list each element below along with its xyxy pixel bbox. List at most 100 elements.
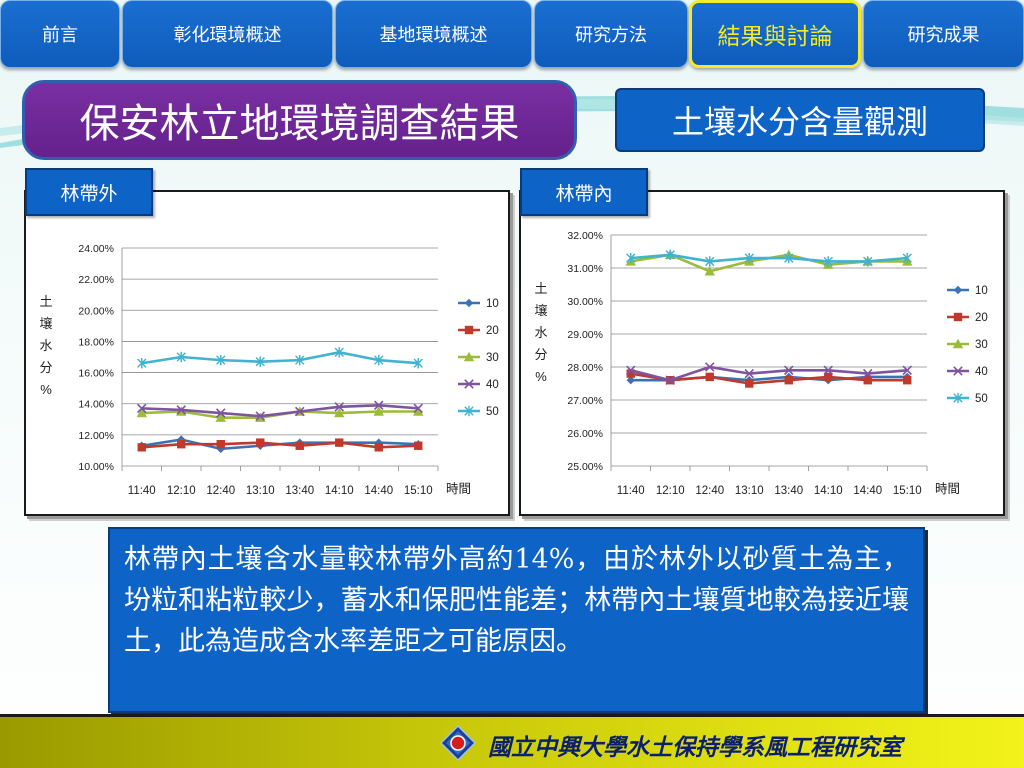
y-axis-label-char: 分	[39, 360, 52, 375]
data-point-50	[744, 252, 754, 264]
data-point-40	[862, 368, 873, 379]
legend-item-50: 50	[458, 405, 499, 418]
y-axis-label-char: 壤	[39, 316, 52, 331]
chart-tag-outside: 林帶外	[25, 168, 153, 216]
legend-item-20: 20	[947, 312, 988, 324]
data-point-20	[295, 441, 304, 450]
data-point-30	[215, 412, 226, 422]
chart-tag-inside: 林帶內	[520, 168, 648, 216]
y-tick-label: 14.00%	[78, 399, 114, 411]
series-40	[625, 362, 913, 385]
x-tick-label: 12:40	[206, 485, 235, 497]
footer-institution: 國立中興大學水土保持學系風工程研究室	[488, 734, 902, 761]
legend-item-20: 20	[458, 325, 499, 337]
x-tick-label: 13:40	[774, 485, 803, 497]
tab-results-discussion[interactable]: 結果與討論	[689, 0, 861, 68]
data-point-50	[255, 356, 265, 367]
data-point-50	[374, 354, 384, 366]
tab-site-environment[interactable]: 基地環境概述	[335, 0, 532, 68]
x-tick-label: 14:10	[814, 485, 843, 497]
data-point-40	[902, 365, 913, 376]
data-point-50	[137, 358, 147, 369]
series-20	[137, 438, 423, 452]
y-axis-label-char: %	[40, 382, 52, 397]
discussion-note: 林帶內土壤含水量較林帶外高約14%，由於林外以砂質土為主，坋粒和粘粒較少，蓄水和…	[108, 527, 925, 713]
data-point-20	[705, 372, 714, 382]
x-tick-label: 15:10	[893, 485, 922, 497]
x-tick-label: 14:40	[853, 485, 882, 497]
legend-label: 30	[975, 339, 988, 351]
y-tick-label: 18.00%	[78, 336, 114, 348]
y-axis-label: 土壤水分%	[39, 294, 52, 397]
x-tick-label: 15:10	[404, 485, 433, 497]
data-point-20	[863, 376, 872, 385]
x-axis-label: 時間	[935, 482, 960, 496]
x-tick-label: 12:10	[167, 485, 196, 497]
data-point-30	[136, 407, 147, 418]
legend-label: 20	[975, 312, 988, 324]
data-point-40	[334, 402, 345, 412]
legend-item-30: 30	[458, 351, 499, 364]
y-tick-label: 16.00%	[78, 368, 114, 380]
data-point-40	[176, 405, 187, 415]
chart-outside-forest-belt: 24.00% 22.00% 20.00% 18.00% 16.00% 14.00% 12.0…	[24, 190, 510, 516]
data-point-50	[784, 252, 794, 264]
x-tick-label: 12:10	[656, 485, 685, 497]
data-point-40	[665, 375, 676, 385]
data-point-10	[177, 435, 186, 444]
y-tick-label: 20.00%	[78, 305, 114, 317]
legend-label: 50	[486, 406, 499, 418]
legend-label: 40	[486, 379, 499, 391]
x-tick-label: 11:40	[128, 485, 156, 497]
data-point-50	[413, 358, 423, 369]
data-point-30	[704, 266, 715, 276]
line-chart-inside: 32.00% 31.00% 30.00% 29.00% 28.00% 27.00% 26.0…	[534, 230, 988, 497]
x-tick-label: 14:40	[364, 485, 393, 497]
data-point-20	[824, 372, 833, 382]
legend-label: 30	[486, 352, 499, 364]
series-line-50	[630, 253, 908, 263]
data-point-30	[373, 406, 384, 416]
data-point-20	[216, 440, 225, 449]
y-axis-label-char: 土	[39, 294, 52, 309]
series-50	[137, 347, 423, 369]
data-point-40	[215, 408, 226, 418]
y-tick-label: 29.00%	[567, 329, 603, 341]
y-tick-label: 26.00%	[567, 428, 603, 440]
data-point-20	[335, 438, 344, 447]
data-point-20	[903, 376, 912, 385]
x-axis-label: 時間	[446, 482, 471, 496]
tab-research-outcomes[interactable]: 研究成果	[863, 0, 1024, 68]
data-point-50	[216, 354, 226, 366]
tab-research-methods[interactable]: 研究方法	[534, 0, 688, 68]
top-navigation: 前言 彰化環境概述 基地環境概述 研究方法 結果與討論 研究成果	[0, 0, 1024, 70]
series-line-50	[141, 351, 419, 365]
y-tick-label: 32.00%	[567, 230, 603, 242]
legend-item-50: 50	[947, 392, 988, 405]
data-point-20	[784, 376, 793, 385]
tab-changhua-environment[interactable]: 彰化環境概述	[122, 0, 333, 68]
y-axis-label-char: 分	[534, 347, 547, 362]
data-point-50	[902, 252, 912, 264]
y-tick-label: 25.00%	[567, 461, 603, 473]
x-tick-label: 13:40	[285, 485, 314, 497]
data-point-20	[374, 443, 383, 452]
data-point-40	[255, 411, 266, 421]
x-tick-label: 14:10	[325, 485, 354, 497]
data-point-50	[665, 249, 675, 260]
page-title: 保安林立地環境調查結果	[22, 80, 577, 160]
data-point-50	[705, 256, 715, 267]
y-tick-label: 28.00%	[567, 362, 603, 374]
legend-item-40: 40	[458, 379, 499, 391]
legend-label: 10	[975, 285, 988, 297]
legend-item-10: 10	[458, 298, 499, 310]
data-point-50	[176, 351, 186, 363]
data-point-40	[704, 362, 715, 372]
legend-item-40: 40	[947, 366, 988, 378]
y-tick-label: 27.00%	[567, 395, 603, 407]
tab-preface[interactable]: 前言	[0, 0, 120, 68]
series-40	[136, 400, 424, 421]
chart-inside-forest-belt: 32.00% 31.00% 30.00% 29.00% 28.00% 27.00% 26.0…	[519, 190, 1005, 516]
x-tick-label: 13:10	[246, 485, 275, 497]
data-point-50	[626, 252, 636, 264]
